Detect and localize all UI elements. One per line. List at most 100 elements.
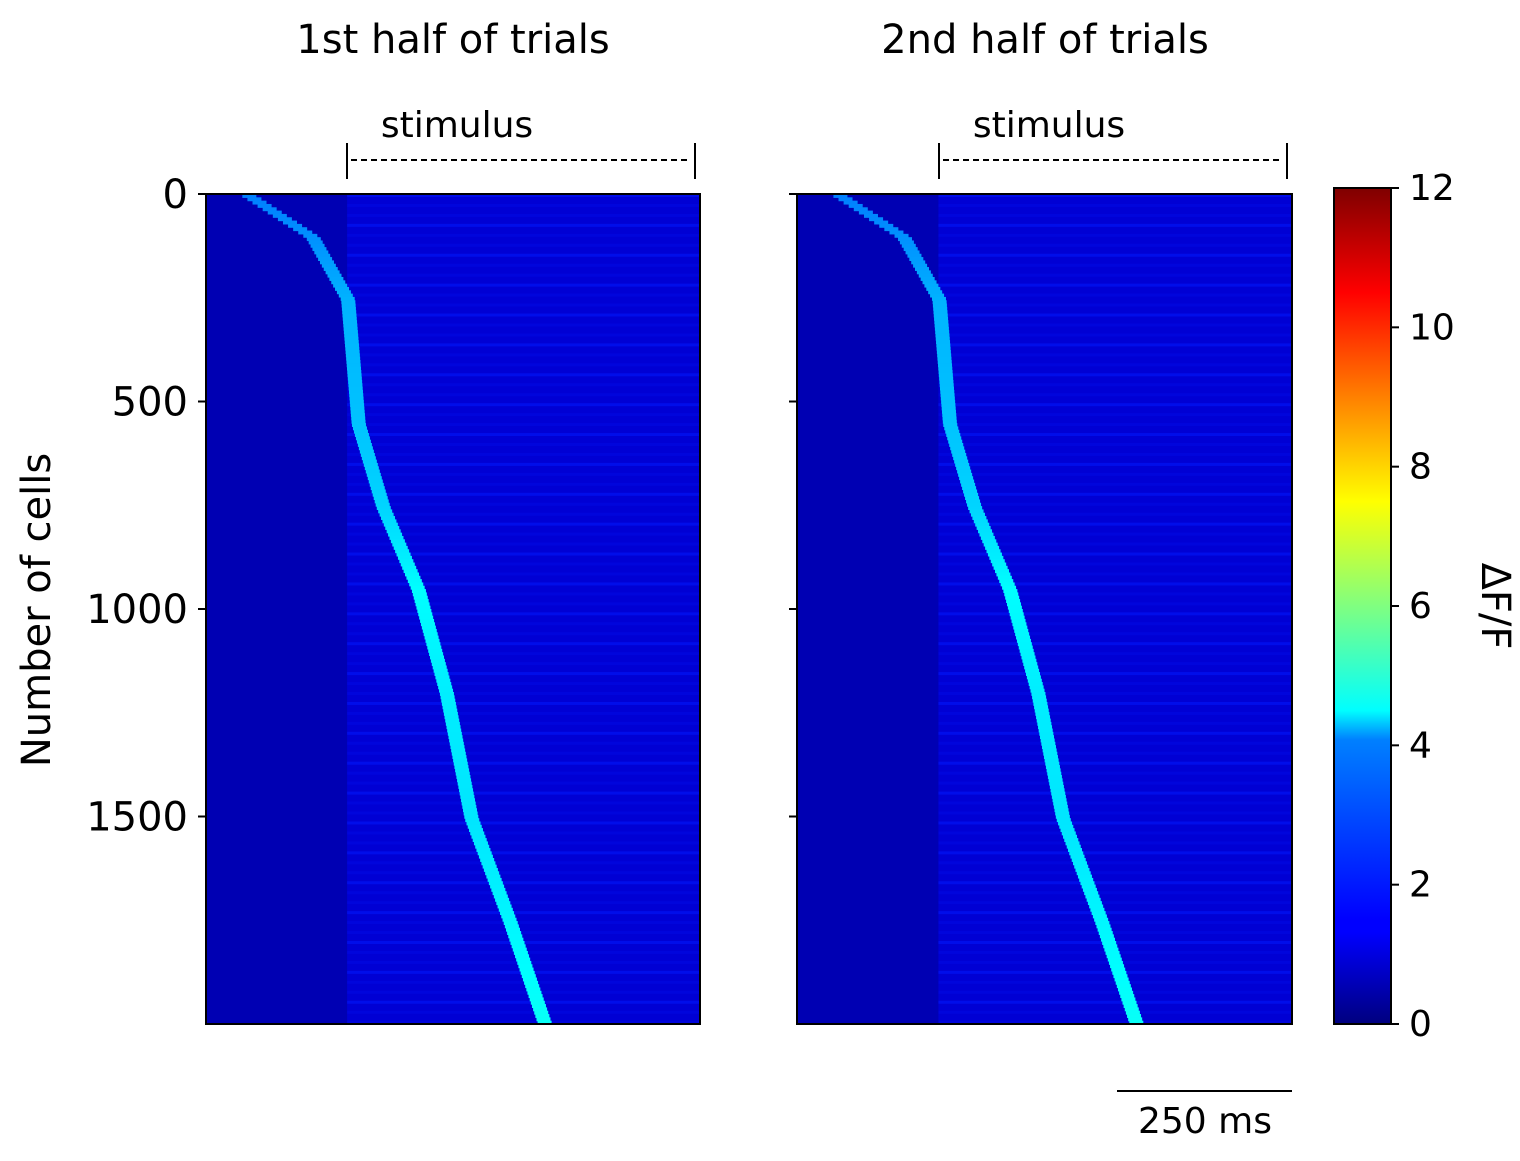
heatmap-row-texture: [347, 602, 700, 605]
heatmap-row-texture: [938, 1011, 1292, 1014]
heatmap-row-texture: [938, 294, 1292, 297]
heatmap-row-texture: [347, 204, 700, 207]
heatmap-row-texture: [938, 393, 1292, 396]
heatmap-row-texture: [938, 523, 1292, 526]
colorbar-tick-label: 12: [1409, 168, 1455, 209]
heatmap-row-texture: [938, 672, 1292, 675]
heatmap-row-texture: [347, 304, 700, 307]
heatmap-row-texture: [347, 523, 700, 526]
heatmap-row-texture: [938, 363, 1292, 366]
heatmap-row-texture: [938, 433, 1292, 436]
heatmap-row-texture: [938, 473, 1292, 476]
heatmap-row-texture: [938, 722, 1292, 725]
heatmap-row-texture: [938, 592, 1292, 595]
heatmap-row-texture: [347, 353, 700, 356]
heatmap-row-texture: [347, 383, 700, 386]
heatmap-row-texture: [347, 612, 700, 615]
heatmap-row-texture: [347, 572, 700, 575]
heatmap-row-texture: [938, 782, 1292, 785]
heatmap-row-texture: [938, 712, 1292, 715]
heatmap-row-texture: [347, 802, 700, 805]
heatmap-row-texture: [347, 1001, 700, 1004]
heatmap-row-texture: [938, 503, 1292, 506]
heatmap-row-texture: [347, 373, 700, 376]
heatmap-row-texture: [938, 274, 1292, 277]
heatmap-row-texture: [938, 483, 1292, 486]
heatmap-row-texture: [347, 901, 700, 904]
colorbar-label: ΔF/F: [1472, 563, 1518, 650]
heatmap-row-texture: [347, 632, 700, 635]
y-tick-label: 1500: [86, 795, 188, 841]
heatmap-row-texture: [938, 851, 1292, 854]
y-axis-label: Number of cells: [14, 453, 60, 767]
heatmap-row-texture: [347, 294, 700, 297]
heatmap-row-texture: [347, 702, 700, 705]
heatmap-row-texture: [347, 493, 700, 496]
heatmap-row-texture: [938, 802, 1292, 805]
heatmap-row-texture: [347, 712, 700, 715]
heatmap-row-texture: [938, 513, 1292, 516]
heatmap-row-texture: [347, 622, 700, 625]
heatmap-row-texture: [347, 841, 700, 844]
heatmap-row-texture: [347, 433, 700, 436]
stimulus-label-2: stimulus: [973, 105, 1125, 146]
heatmap-panel-2: [797, 194, 1292, 1025]
heatmap-panel-1: [206, 194, 700, 1025]
heatmap-row-texture: [347, 453, 700, 456]
heatmap-row-texture: [347, 1011, 700, 1014]
heatmap-row-texture: [347, 911, 700, 914]
heatmap-row-texture: [347, 284, 700, 287]
heatmap-row-texture: [347, 991, 700, 994]
heatmap-row-texture: [347, 921, 700, 924]
heatmap-row-texture: [938, 861, 1292, 864]
stimulus-bracket-1: [347, 143, 695, 179]
heatmap-row-texture: [347, 214, 700, 217]
heatmap-row-texture: [938, 284, 1292, 287]
heatmap-row-texture: [347, 851, 700, 854]
heatmap-row-texture: [938, 602, 1292, 605]
heatmap-row-texture: [938, 572, 1292, 575]
heatmap-row-texture: [938, 742, 1292, 745]
heatmap-row-texture: [347, 264, 700, 267]
heatmap-row-texture: [347, 254, 700, 257]
scale-bar-label: 250 ms: [1138, 1101, 1272, 1142]
heatmap-row-texture: [347, 792, 700, 795]
heatmap-row-texture: [347, 443, 700, 446]
heatmap-row-texture: [347, 662, 700, 665]
heatmap-row-texture: [347, 812, 700, 815]
heatmap-row-texture: [347, 642, 700, 645]
heatmap-row-texture: [938, 662, 1292, 665]
heatmap-row-texture: [938, 762, 1292, 765]
heatmap-row-texture: [347, 732, 700, 735]
heatmap-row-texture: [938, 772, 1292, 775]
heatmap-row-texture: [347, 503, 700, 506]
heatmap-row-texture: [347, 891, 700, 894]
heatmap-row-texture: [938, 244, 1292, 247]
heatmap-row-texture: [938, 214, 1292, 217]
heatmap-row-texture: [347, 752, 700, 755]
heatmap-row-texture: [347, 473, 700, 476]
heatmap-row-texture: [938, 612, 1292, 615]
heatmap-row-texture: [938, 373, 1292, 376]
heatmap-row-texture: [347, 274, 700, 277]
chart-title-1: 1st half of trials: [296, 17, 609, 63]
heatmap-row-texture: [347, 343, 700, 346]
heatmap-row-texture: [938, 732, 1292, 735]
heatmap-row-texture: [347, 692, 700, 695]
heatmap-row-texture: [347, 393, 700, 396]
heatmap-row-texture: [938, 812, 1292, 815]
heatmap-row-texture: [347, 722, 700, 725]
heatmap-row-texture: [938, 991, 1292, 994]
heatmap-row-texture: [347, 672, 700, 675]
heatmap-row-texture: [938, 931, 1292, 934]
heatmap-row-texture: [938, 343, 1292, 346]
heatmap-row-texture: [347, 463, 700, 466]
heatmap-row-texture: [938, 264, 1292, 267]
stimulus-label-1: stimulus: [381, 105, 533, 146]
heatmap-row-texture: [347, 333, 700, 336]
heatmap-row-texture: [347, 483, 700, 486]
heatmap-row-texture: [347, 234, 700, 237]
colorbar-tick-label: 10: [1409, 307, 1455, 348]
heatmap-row-texture: [938, 632, 1292, 635]
